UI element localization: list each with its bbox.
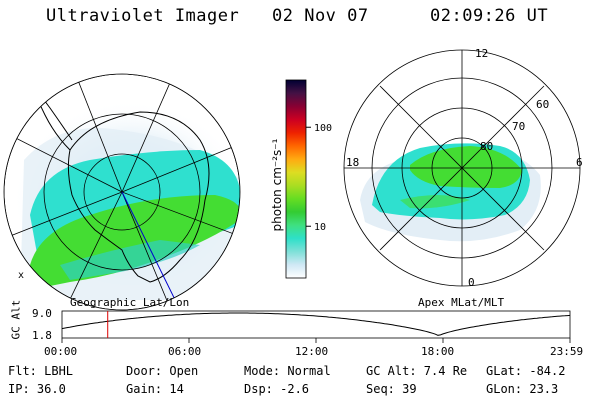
colorbar-tick-label: 100 (314, 123, 332, 134)
mlat-label-70: 70 (512, 120, 526, 133)
mode-status: Mode: Normal (244, 364, 331, 378)
seq-status: Seq: 39 (366, 382, 417, 396)
mlat-label-60: 60 (536, 98, 550, 111)
time-tick-0600: 06:00 (168, 345, 202, 358)
altitude-frame (61, 310, 571, 339)
magnetic-oval-green (410, 146, 522, 188)
colorbar-tick-label: 10 (314, 222, 326, 233)
magnetic-map (343, 49, 581, 287)
left-panel-label: Geographic Lat/Lon (70, 296, 190, 309)
colorbar: 100 10 (285, 79, 332, 279)
antarctica-coastline (67, 111, 210, 283)
mlt-label-6: 6 (576, 156, 583, 169)
lat-circle-70 (43, 113, 201, 271)
filter-status: Flt: LBHL (8, 364, 74, 378)
time-tick-1800: 18:00 (421, 345, 455, 358)
glon-status: GLon: 23.3 (486, 382, 559, 396)
altitude-y-max: 9.0 (32, 307, 52, 320)
lat-circle-80 (83, 153, 161, 231)
time-tick-2359: 23:59 (550, 345, 584, 358)
dsp-status: Dsp: -2.6 (244, 382, 310, 396)
time-tick-0000: 00:00 (44, 345, 78, 358)
colorbar-scale (285, 79, 307, 279)
ip-status: IP: 36.0 (8, 382, 66, 396)
magnetic-grid (344, 50, 580, 286)
altitude-axis-label: GC Alt (9, 299, 23, 340)
mlt-label-18: 18 (346, 156, 360, 169)
instrument-title: Ultraviolet Imager (46, 6, 240, 26)
altitude-strip (61, 310, 571, 343)
altitude-y-min: 1.8 (32, 329, 52, 342)
right-panel-label: Apex MLat/MLT (418, 296, 505, 309)
colorbar-unit-label: photon cm⁻²s⁻¹ (270, 138, 284, 232)
altitude-x-ticks (61, 338, 571, 343)
mlt-label-0: 0 (468, 276, 475, 289)
mlat-label-80: 80 (480, 140, 494, 153)
south-america-coastline (19, 74, 62, 121)
gc-alt-status: GC Alt: 7.4 Re (366, 364, 468, 378)
time-label: 02:09:26 UT (430, 6, 549, 26)
glat-status: GLat: -84.2 (486, 364, 566, 378)
svg-text:x: x (18, 270, 24, 281)
colorbar-ticks: 100 10 (306, 123, 332, 233)
geographic-map: x (3, 73, 241, 311)
mlt-label-12: 12 (475, 47, 489, 60)
gain-status: Gain: 14 (126, 382, 184, 396)
altitude-curve (61, 312, 571, 336)
date-label: 02 Nov 07 (272, 6, 369, 26)
time-tick-1200: 12:00 (295, 345, 329, 358)
door-status: Door: Open (126, 364, 199, 378)
